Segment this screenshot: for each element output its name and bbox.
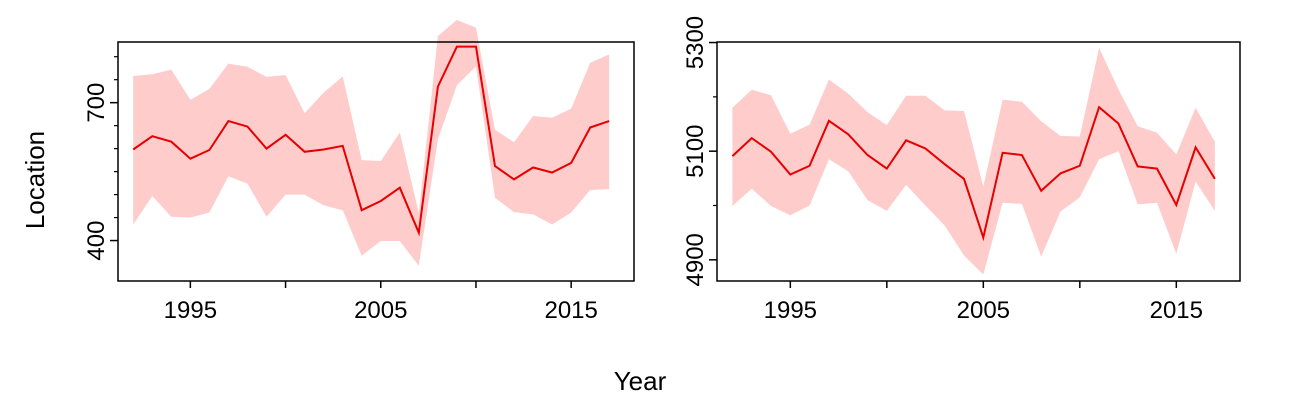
x-tick-label: 2005 [957,297,1010,324]
x-tick-label: 1995 [764,297,817,324]
y-tick-label: 4900 [682,233,709,286]
y-tick-label: 5300 [682,16,709,69]
chart-panel-2: 1995 2005 2015 4900 5100 5300 [682,16,1241,324]
x-tick-label: 2015 [544,297,597,324]
confidence-band [732,48,1215,275]
x-tick-label: 1995 [164,297,217,324]
y-tick-label: 5100 [682,124,709,177]
series-line [132,45,610,237]
x-tick-label: 2015 [1150,297,1203,324]
plot-frame [117,41,635,282]
y-tick-label: 700 [83,83,110,123]
confidence-band [133,19,610,266]
x-axis-title: Year [614,366,667,396]
x-tick-label: 2005 [354,297,407,324]
y-tick-label: 400 [83,221,110,261]
y-axis-title: Location [20,131,50,229]
plot-frame [716,41,1241,282]
chart-panel-1: 1995 2005 2015 400 700 [83,19,635,324]
series-line [731,105,1216,242]
